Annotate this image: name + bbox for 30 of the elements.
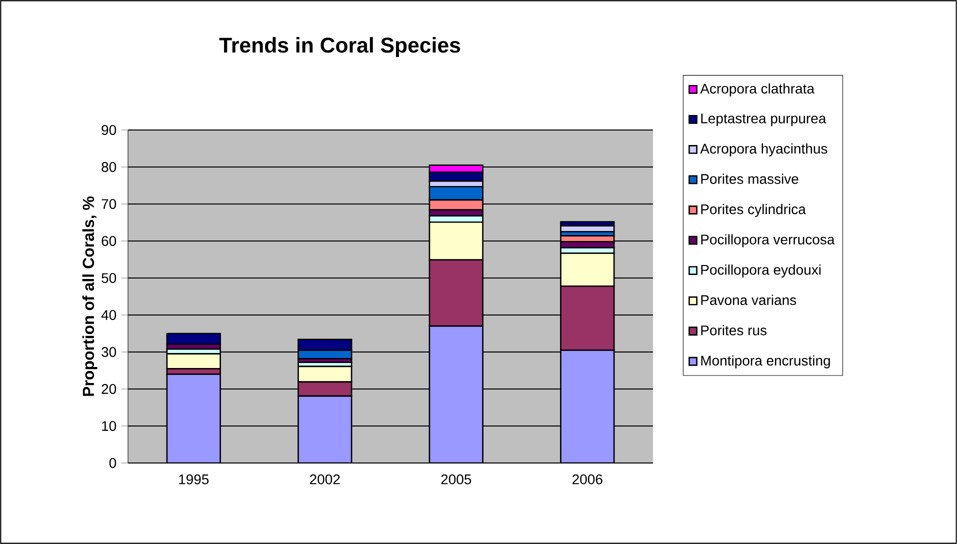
x-tick-label: 2006 bbox=[572, 474, 602, 484]
x-tick-label: 2002 bbox=[310, 474, 340, 484]
bar bbox=[560, 349, 615, 463]
bar bbox=[428, 325, 484, 463]
legend-label: Porites cylindrica bbox=[701, 204, 806, 217]
y-tick-label: 0 bbox=[109, 458, 116, 468]
bar bbox=[298, 395, 352, 463]
y-tick-label: 30 bbox=[102, 347, 116, 357]
y-axis-title: Proportion of all Corals, % bbox=[82, 196, 98, 396]
legend-label: Acropora clathrata bbox=[700, 83, 814, 96]
bar bbox=[166, 374, 221, 463]
y-tick-label: 10 bbox=[102, 421, 116, 431]
y-tick-label: 20 bbox=[102, 384, 116, 394]
y-tick-label: 40 bbox=[101, 310, 116, 320]
chart-title: Trends in Coral Species bbox=[219, 37, 460, 57]
y-tick-label: 90 bbox=[102, 125, 116, 135]
legend-label: Acropora hyacinthus bbox=[700, 143, 828, 156]
legend-label: Pocillopora verrucosa bbox=[701, 234, 835, 248]
legend-label: Leptastrea purpurea bbox=[701, 114, 826, 126]
y-tick-label: 50 bbox=[102, 273, 116, 283]
legend-label: Pavona varians bbox=[701, 294, 796, 306]
y-tick-label: 80 bbox=[102, 162, 116, 172]
y-tick-label: 70 bbox=[102, 199, 116, 209]
x-tick-label: 2005 bbox=[441, 474, 472, 484]
y-tick-label: 60 bbox=[102, 236, 116, 246]
legend-label: Montipora encrusting bbox=[701, 355, 830, 368]
legend-label: Pocillopora eydouxi bbox=[701, 264, 821, 278]
x-tick-label: 1995 bbox=[179, 474, 209, 484]
legend-label: Porites rus bbox=[701, 325, 766, 336]
legend-label: Porites massive bbox=[701, 174, 798, 184]
